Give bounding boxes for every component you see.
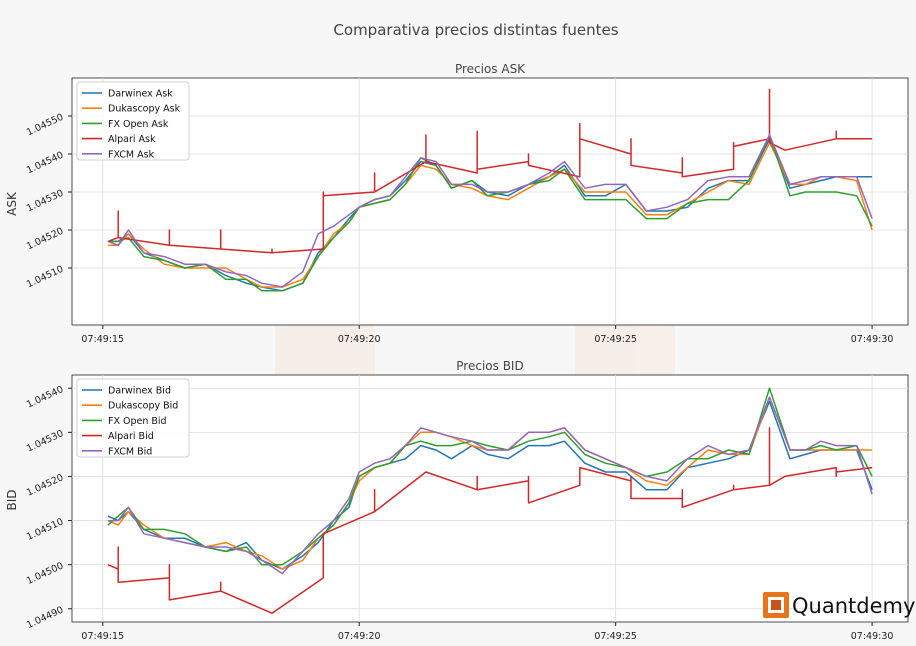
ask-panel-title: Precios ASK xyxy=(455,62,526,76)
ask-y-axis-label: ASK xyxy=(5,191,19,216)
brand-logo-text: Quantdemy xyxy=(792,594,915,618)
ask-legend-box xyxy=(76,81,190,161)
bid-series-line-4 xyxy=(107,427,873,614)
ask-x-tick-label: 07:49:25 xyxy=(594,334,637,345)
ask-y-tick-label: 1.04520 xyxy=(25,226,65,253)
ask-legend-label: Alpari Ask xyxy=(108,134,156,145)
bid-legend-label: FXCM Bid xyxy=(108,446,152,457)
ask-y-tick-label: 1.04510 xyxy=(25,264,65,291)
bid-x-tick-label: 07:49:25 xyxy=(594,631,637,642)
bid-legend-box xyxy=(76,378,190,458)
bid-x-tick-label: 07:49:20 xyxy=(338,631,381,642)
ask-legend-label: FXCM Ask xyxy=(108,149,155,160)
panel-ask: Precios ASK ASK 07:49:15 07:49:20 07:49:25… xyxy=(5,62,909,345)
bid-series-line-5 xyxy=(107,396,873,575)
ask-x-tick-label: 07:49:20 xyxy=(338,334,381,345)
bid-series xyxy=(107,387,873,614)
bid-panel-title: Precios BID xyxy=(456,359,523,373)
bid-x-tick-label: 07:49:30 xyxy=(851,631,894,642)
bid-y-ticks: 1.04490 1.04500 1.04510 1.04520 1.04530 1.045… xyxy=(25,384,72,631)
bid-x-ticks: 07:49:15 07:49:20 07:49:25 07:49:30 xyxy=(81,622,893,642)
ask-x-ticks: 07:49:15 07:49:20 07:49:25 07:49:30 xyxy=(81,325,893,345)
figure-title: Comparativa precios distintas fuentes xyxy=(333,21,618,39)
bid-y-tick-label: 1.04520 xyxy=(25,472,65,499)
ask-series xyxy=(107,88,873,292)
ask-plot-area xyxy=(71,77,909,326)
ask-series-line-4 xyxy=(107,88,873,254)
bid-legend-label: Alpari Bid xyxy=(108,431,154,442)
ask-y-tick-label: 1.04540 xyxy=(25,150,65,177)
bid-series-line-3 xyxy=(107,387,873,566)
ask-legend: Darwinex Ask Dukascopy Ask FX Open Ask Alpa… xyxy=(76,81,190,161)
bid-y-tick-label: 1.04540 xyxy=(25,384,65,411)
bid-x-tick-label: 07:49:15 xyxy=(81,631,124,642)
ask-x-tick-label: 07:49:15 xyxy=(81,334,124,345)
ask-legend-label: Darwinex Ask xyxy=(108,89,173,100)
panel-bid: Precios BID BID 07:49:15 07:49:20 07:49:25… xyxy=(5,359,909,642)
bid-legend-label: FX Open Bid xyxy=(108,416,167,427)
bid-y-tick-label: 1.04510 xyxy=(25,516,65,543)
ask-legend-label: FX Open Ask xyxy=(108,119,169,130)
bid-plot-area xyxy=(71,374,909,623)
ask-legend-label: Dukascopy Ask xyxy=(108,104,181,115)
ask-y-ticks: 1.04510 1.04520 1.04530 1.04540 1.04550 xyxy=(25,112,72,291)
bid-y-tick-label: 1.04530 xyxy=(25,428,65,455)
bid-y-axis-label: BID xyxy=(5,489,19,510)
brand-logo: Quantdemy xyxy=(763,592,915,618)
ask-y-tick-label: 1.04530 xyxy=(25,188,65,215)
bid-legend-label: Darwinex Bid xyxy=(108,386,171,397)
bid-y-tick-label: 1.04490 xyxy=(25,605,65,632)
ask-x-tick-label: 07:49:30 xyxy=(851,334,894,345)
bid-y-tick-label: 1.04500 xyxy=(25,560,65,587)
bid-legend: Darwinex Bid Dukascopy Bid FX Open Bid Alpa… xyxy=(76,378,190,458)
ask-series-line-5 xyxy=(107,134,873,288)
bid-legend-label: Dukascopy Bid xyxy=(108,401,178,412)
ask-y-tick-label: 1.04550 xyxy=(25,112,65,139)
